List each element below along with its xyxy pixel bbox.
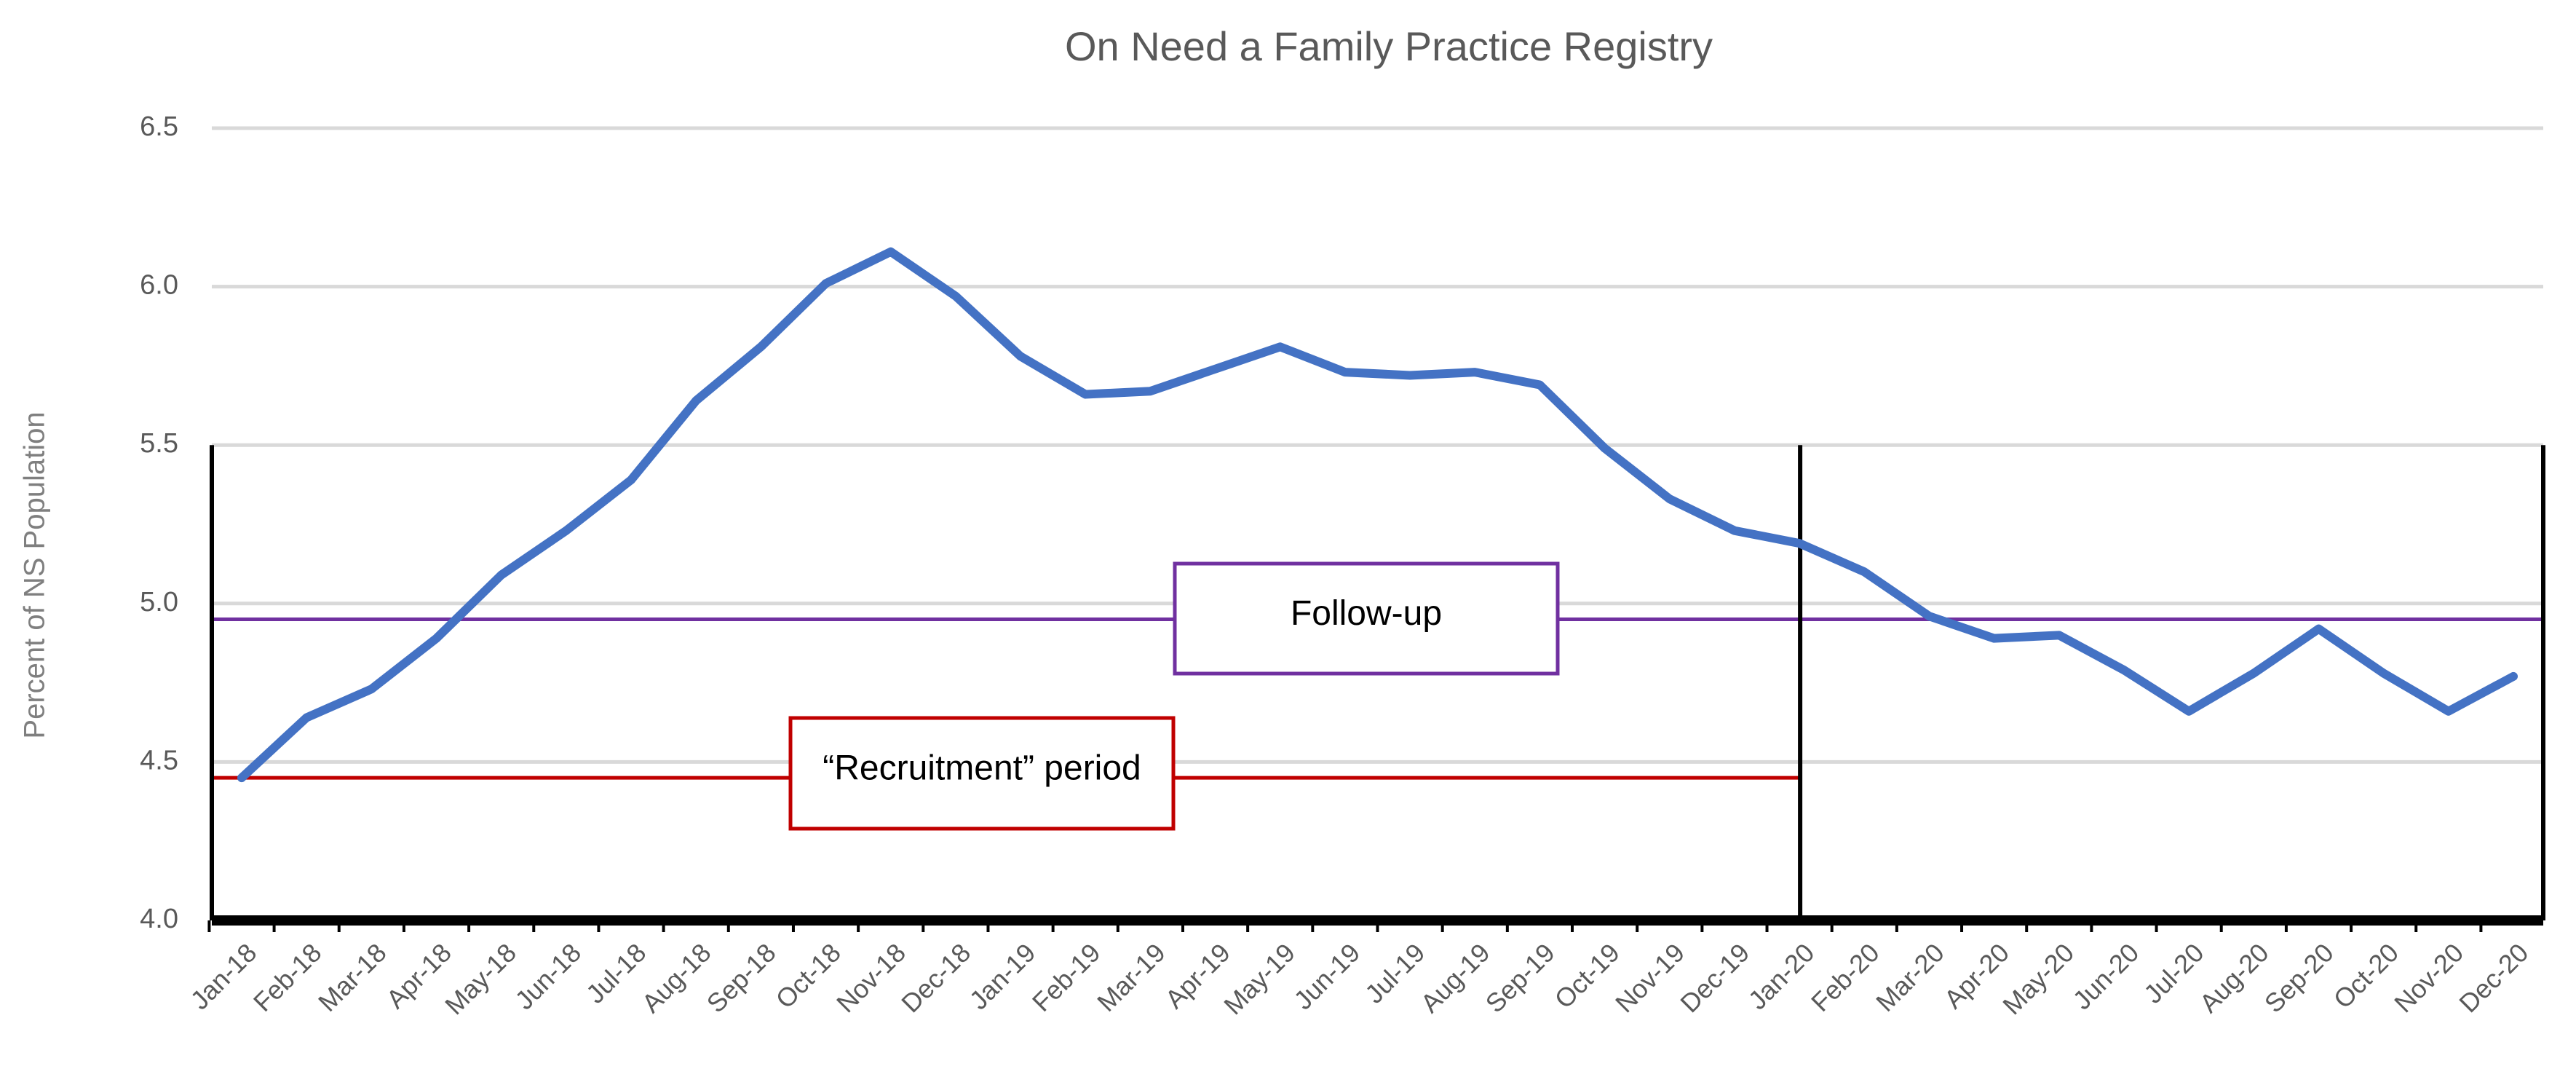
y-tick-label: 6.5 [140,111,178,142]
y-tick-label: 4.5 [140,745,178,776]
data-line [237,247,2518,783]
annotation-box [788,716,1176,831]
y-tick-label: 5.0 [140,587,178,618]
annotation-box [1173,561,1560,676]
y-axis-label: Percent of NS Population [19,411,51,738]
y-tick-label: 4.0 [140,904,178,934]
annotation-label: Follow-up [1291,594,1442,633]
y-tick-label: 5.5 [140,428,178,459]
annotation-label: “Recruitment” period [823,749,1141,788]
y-tick-label: 6.0 [140,270,178,301]
chart-title: On Need a Family Practice Registry [1065,23,1713,69]
